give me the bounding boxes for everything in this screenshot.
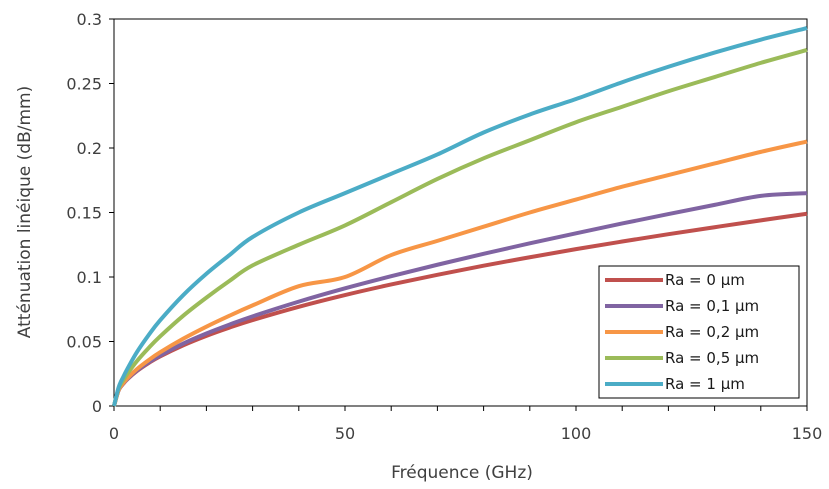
- x-tick-label: 50: [335, 424, 355, 443]
- series-line-3: [112, 139, 808, 407]
- legend-label: Ra = 0 µm: [665, 271, 745, 289]
- x-tick-label: 150: [792, 424, 823, 443]
- legend-label: Ra = 0,5 µm: [665, 349, 759, 367]
- y-tick-label: 0.05: [66, 333, 102, 352]
- series-line-4: [112, 48, 808, 407]
- legend-label: Ra = 0,2 µm: [665, 323, 759, 341]
- series-line-5: [112, 26, 808, 407]
- y-tick-label: 0.2: [77, 139, 102, 158]
- y-axis-title: Atténuation linéique (dB/mm): [15, 86, 35, 338]
- legend-label: Ra = 1 µm: [665, 375, 745, 393]
- y-tick-label: 0.25: [66, 75, 102, 94]
- legend: Ra = 0 µm Ra = 0,1 µm Ra = 0,2 µm Ra = 0,5 …: [598, 265, 800, 399]
- x-axis-ticks: 0 50 100 150: [109, 406, 822, 443]
- x-tick-label: 0: [109, 424, 119, 443]
- series-lines: [112, 26, 808, 407]
- y-tick-label: 0: [92, 397, 102, 416]
- x-axis-title: Fréquence (GHz): [391, 463, 533, 483]
- legend-label: Ra = 0,1 µm: [665, 297, 759, 315]
- y-tick-label: 0.3: [77, 10, 102, 29]
- y-axis-ticks: 0 0.05 0.1 0.15 0.2 0.25 0.3: [66, 10, 114, 416]
- x-tick-label: 100: [561, 424, 592, 443]
- y-tick-label: 0.1: [77, 268, 102, 287]
- y-tick-label: 0.15: [66, 204, 102, 223]
